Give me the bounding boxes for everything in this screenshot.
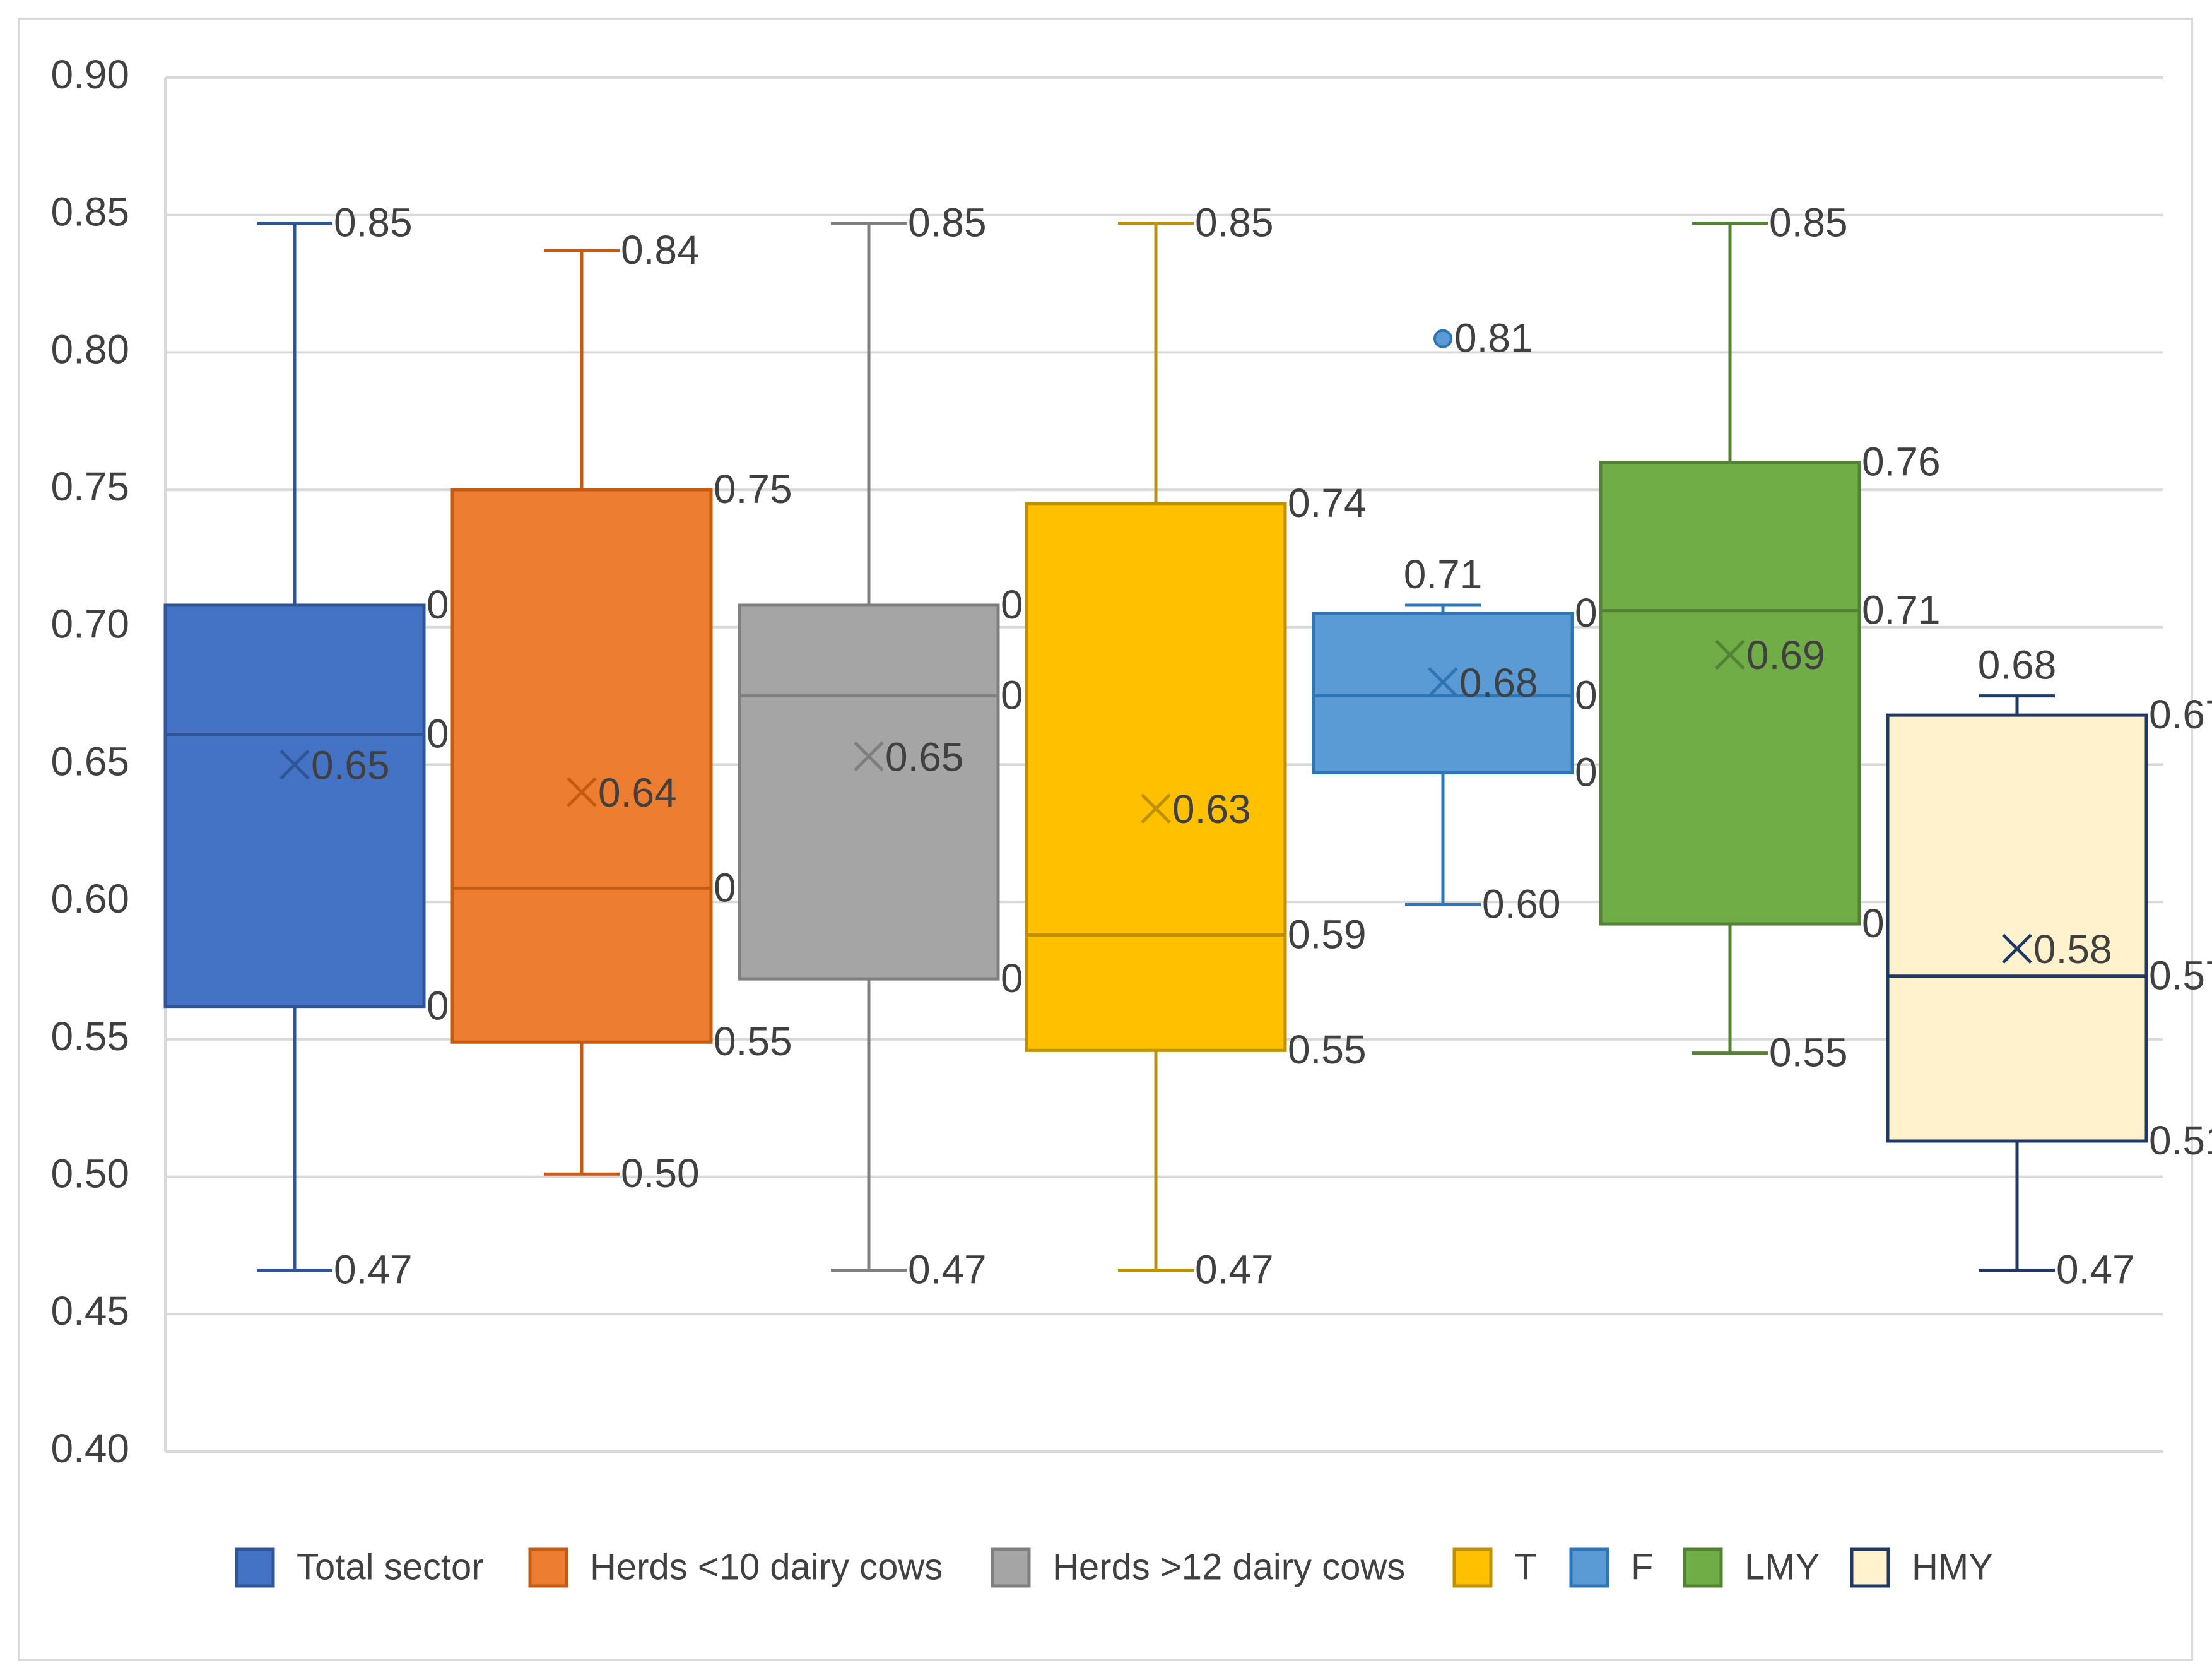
min-label: 0.47	[334, 1247, 413, 1293]
outlier-label: 0.81	[1454, 316, 1533, 361]
legend-swatch[interactable]	[1683, 1547, 1723, 1588]
mean-label: 0.64	[598, 770, 677, 815]
median-label: 0.71	[1862, 588, 1941, 633]
mean-label: 0.69	[1746, 632, 1825, 678]
box[interactable]	[1312, 612, 1574, 775]
box[interactable]	[1886, 713, 2148, 1143]
mean-marker	[1715, 639, 1745, 670]
box[interactable]	[450, 488, 713, 1044]
legend-label: HMY	[1912, 1546, 1993, 1587]
q3-label: 0.67	[2149, 692, 2212, 737]
legend-label: Herds <10 dairy cows	[590, 1546, 943, 1587]
box[interactable]	[1599, 461, 1861, 926]
legend-label: F	[1631, 1546, 1653, 1587]
q1-label: 0.55	[1288, 1027, 1367, 1072]
mean-marker	[1141, 793, 1171, 824]
legend-swatch[interactable]	[1569, 1547, 1609, 1588]
mean-label: 0.63	[1172, 786, 1251, 832]
y-tick-label: 0.85	[50, 189, 129, 235]
y-tick-label: 0.40	[50, 1426, 129, 1471]
y-tick-label: 0.65	[50, 738, 129, 784]
outlier-point	[1433, 329, 1452, 348]
min-label: 0.60	[1482, 881, 1561, 926]
max-label: 0.85	[1195, 200, 1274, 245]
max-label: 0.85	[334, 200, 413, 245]
legend-swatch[interactable]	[991, 1547, 1031, 1588]
box[interactable]	[163, 603, 426, 1009]
q1-label: 0.51	[2149, 1118, 2212, 1163]
y-tick-label: 0.60	[50, 876, 129, 921]
max-label: 0.84	[621, 227, 700, 273]
q3-label: 0.74	[1288, 480, 1367, 526]
legend-swatch[interactable]	[528, 1547, 568, 1588]
mean-label: 0.65	[311, 742, 390, 788]
mean-marker	[279, 749, 310, 780]
max-label: 0.68	[1978, 642, 2057, 688]
q3-label: 0.75	[714, 466, 792, 512]
min-label: 0.50	[621, 1151, 700, 1196]
mean-label: 0.58	[2033, 926, 2112, 972]
max-label: 0.71	[1404, 552, 1483, 597]
mean-label: 0.68	[1459, 660, 1538, 706]
y-tick-label: 0.45	[50, 1288, 129, 1334]
legend-label: T	[1514, 1546, 1536, 1587]
min-label: 0.47	[908, 1247, 987, 1293]
mean-label: 0.65	[885, 734, 964, 779]
q1-label: 0.55	[714, 1019, 792, 1064]
mean-marker	[567, 777, 597, 807]
median-label: 0.57	[2149, 953, 2212, 998]
mean-marker	[2002, 933, 2032, 964]
legend-swatch[interactable]	[1452, 1547, 1493, 1588]
mean-marker	[854, 741, 884, 772]
y-tick-label: 0.55	[50, 1014, 129, 1059]
legend-label: Total sector	[297, 1546, 484, 1587]
min-label: 0.55	[1769, 1030, 1848, 1075]
y-tick-label: 0.75	[50, 464, 129, 509]
mean-marker	[1428, 667, 1458, 697]
min-label: 0.47	[1195, 1247, 1274, 1293]
min-label: 0.47	[2056, 1247, 2135, 1293]
max-label: 0.85	[908, 200, 987, 245]
max-label: 0.85	[1769, 200, 1848, 245]
box[interactable]	[738, 603, 1000, 981]
y-tick-label: 0.90	[50, 52, 129, 97]
box[interactable]	[1025, 502, 1287, 1052]
legend-swatch[interactable]	[1850, 1547, 1890, 1588]
legend-label: LMY	[1744, 1546, 1820, 1587]
legend-label: Herds >12 dairy cows	[1052, 1546, 1405, 1587]
legend-swatch[interactable]	[235, 1547, 275, 1588]
median-label: 0.59	[1288, 911, 1367, 957]
y-tick-label: 0.50	[50, 1151, 129, 1197]
q3-label: 0.76	[1862, 439, 1941, 484]
y-tick-label: 0.80	[50, 326, 129, 372]
y-tick-label: 0.70	[50, 601, 129, 647]
